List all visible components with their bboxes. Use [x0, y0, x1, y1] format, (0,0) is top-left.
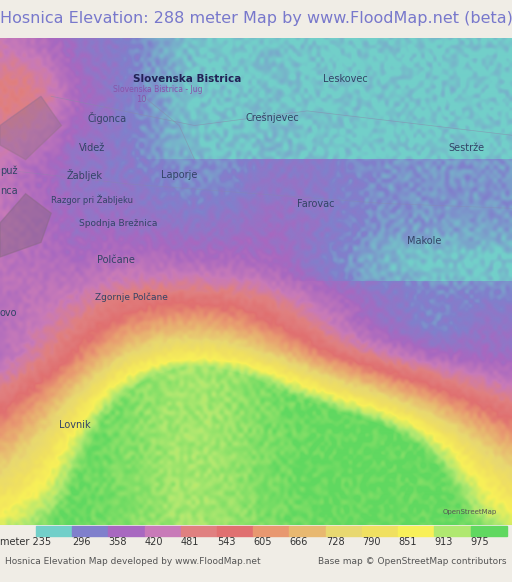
Bar — [109, 526, 144, 536]
Text: 296: 296 — [72, 537, 91, 547]
Text: meter 235: meter 235 — [0, 537, 51, 547]
Text: 420: 420 — [144, 537, 163, 547]
Text: Leskovec: Leskovec — [323, 74, 367, 84]
Bar — [289, 526, 326, 536]
Text: 790: 790 — [362, 537, 380, 547]
Text: 543: 543 — [217, 537, 236, 547]
Text: Zgornje Polčane: Zgornje Polčane — [95, 292, 167, 301]
Bar — [326, 526, 362, 536]
Text: Base map © OpenStreetMap contributors: Base map © OpenStreetMap contributors — [318, 557, 507, 566]
Bar — [253, 526, 289, 536]
Text: puž: puž — [0, 165, 17, 176]
Text: Čigonca: Čigonca — [87, 112, 126, 124]
Text: Laporje: Laporje — [161, 170, 198, 180]
Text: Žabljek: Žabljek — [67, 169, 102, 181]
Text: Slovenska Bistrica: Slovenska Bistrica — [133, 74, 242, 84]
Text: Hosnica Elevation Map developed by www.FloodMap.net: Hosnica Elevation Map developed by www.F… — [5, 557, 261, 566]
Bar — [471, 526, 507, 536]
Text: 358: 358 — [109, 537, 127, 547]
Text: Polčane: Polčane — [97, 255, 135, 265]
Text: OpenStreetMap: OpenStreetMap — [442, 509, 497, 515]
Bar — [144, 526, 181, 536]
Text: 728: 728 — [326, 537, 345, 547]
Text: Crešnjevec: Crešnjevec — [246, 112, 300, 123]
Text: Slovenska Bistrica - Jug: Slovenska Bistrica - Jug — [113, 86, 202, 94]
Text: Videž: Videž — [79, 143, 105, 154]
Text: Sestrže: Sestrže — [448, 143, 484, 154]
Text: Spodnja Brežnica: Spodnja Brežnica — [79, 219, 158, 228]
Text: Razgor pri Žabljeku: Razgor pri Žabljeku — [51, 194, 133, 205]
Bar — [36, 526, 72, 536]
Text: 851: 851 — [398, 537, 417, 547]
Text: Hosnica Elevation: 288 meter Map by www.FloodMap.net (beta): Hosnica Elevation: 288 meter Map by www.… — [0, 12, 512, 26]
Text: Makole: Makole — [407, 236, 441, 246]
Text: Lovnik: Lovnik — [59, 420, 91, 430]
Bar — [362, 526, 398, 536]
Text: ovo: ovo — [0, 308, 17, 318]
Bar — [434, 526, 471, 536]
Bar — [398, 526, 434, 536]
Bar — [72, 526, 109, 536]
Text: 605: 605 — [253, 537, 272, 547]
Text: 975: 975 — [471, 537, 489, 547]
Text: 481: 481 — [181, 537, 199, 547]
Text: 10: 10 — [136, 95, 146, 104]
Text: Farovac: Farovac — [297, 200, 334, 210]
Bar — [181, 526, 217, 536]
Text: nca: nca — [0, 186, 17, 196]
Polygon shape — [0, 194, 51, 257]
Polygon shape — [0, 96, 61, 159]
Text: 666: 666 — [289, 537, 308, 547]
Text: 913: 913 — [434, 537, 453, 547]
Bar — [217, 526, 253, 536]
